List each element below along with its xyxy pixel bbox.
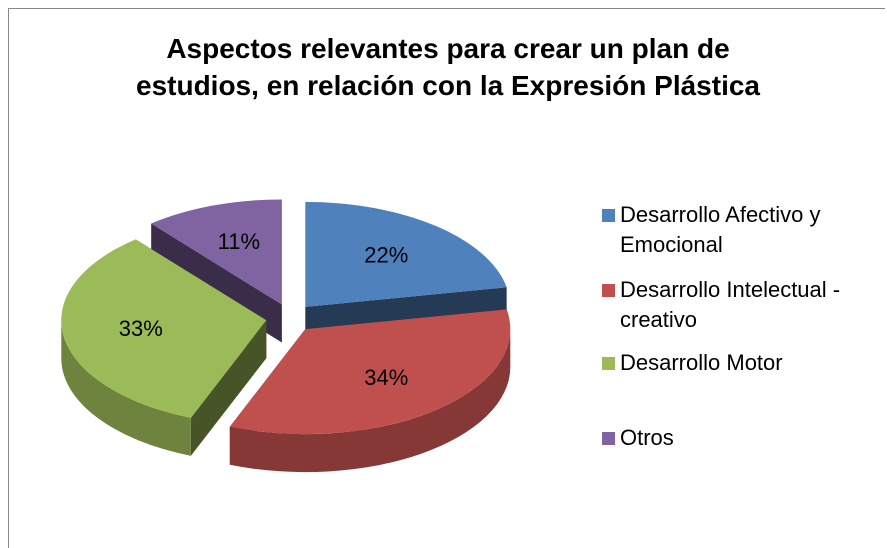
legend-swatch [602,432,615,445]
legend-label: Desarrollo Afectivo y Emocional [620,202,821,257]
chart-title: Aspectos relevantes para crear un plan d… [136,33,760,101]
chart-frame [8,8,885,548]
legend-item: Desarrollo Afectivo y Emocional [602,200,882,260]
pie-slice [229,309,511,435]
data-label: 11% [218,229,260,254]
pie-area: 22% 34% 33% 11% [61,199,511,473]
data-label: 33% [119,316,163,341]
legend-swatch [602,357,615,370]
chart: Aspectos relevantes para crear un plan d… [8,8,885,548]
slice-wall [229,329,511,473]
data-label: 22% [364,243,408,268]
legend-swatch [602,209,615,222]
slice-side [190,320,267,456]
legend-swatch [602,284,615,297]
pie-slice [151,199,282,305]
pie-slice [305,201,507,307]
legend-label: Otros [620,425,674,450]
legend-item: Otros [602,423,882,453]
legend-label: Desarrollo Intelectual - creativo [620,277,841,332]
pie-slice [61,239,267,418]
slice-wall [61,320,191,456]
data-label: 34% [364,365,408,390]
legend-label: Desarrollo Motor [620,350,783,375]
legend-item: Desarrollo Motor [602,348,882,378]
legend-item: Desarrollo Intelectual - creativo [602,275,882,335]
